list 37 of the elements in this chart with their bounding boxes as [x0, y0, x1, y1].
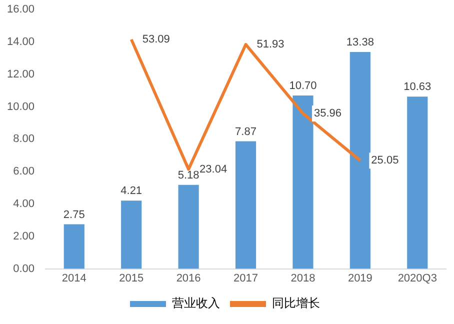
y-tick-label: 6.00 [13, 166, 35, 178]
data-label: 10.70 [289, 80, 317, 92]
bar [64, 224, 84, 269]
bar [350, 52, 370, 269]
legend-label: 同比增长 [272, 296, 320, 310]
y-tick-label: 4.00 [13, 198, 35, 210]
data-label: 2.75 [63, 208, 85, 221]
data-label: 13.38 [346, 36, 374, 49]
data-label: 35.96 [314, 107, 342, 120]
y-tick-label: 16.00 [6, 4, 35, 16]
data-label: 23.04 [200, 163, 228, 176]
y-tick-label: 2.00 [13, 230, 35, 242]
data-label: 5.18 [178, 169, 200, 182]
x-tick-label: 2016 [176, 272, 201, 284]
x-tick-label: 2020Q3 [398, 272, 437, 284]
x-tick-label: 2019 [348, 272, 372, 284]
y-tick-label: 8.00 [13, 133, 35, 146]
bar [407, 96, 428, 269]
y-tick-label: 14.00 [6, 36, 35, 48]
bar [292, 95, 314, 269]
data-label: 25.05 [371, 154, 399, 167]
data-label: 4.21 [120, 185, 142, 198]
legend-label: 营业收入 [172, 296, 220, 310]
x-tick-label: 2018 [290, 272, 316, 284]
y-tick-label: 12.00 [6, 68, 35, 80]
y-tick-label: 0.00 [13, 262, 35, 275]
data-label: 53.09 [142, 33, 170, 46]
bar [235, 141, 256, 269]
data-label: 51.93 [256, 38, 284, 50]
x-tick-label: 2017 [234, 272, 258, 284]
bar [178, 184, 199, 269]
x-tick-label: 2014 [62, 272, 86, 284]
bar [121, 200, 142, 269]
y-tick-label: 10.00 [6, 100, 35, 113]
data-label: 10.63 [404, 81, 432, 94]
data-label: 7.87 [235, 126, 256, 138]
x-tick-label: 2015 [119, 272, 144, 284]
